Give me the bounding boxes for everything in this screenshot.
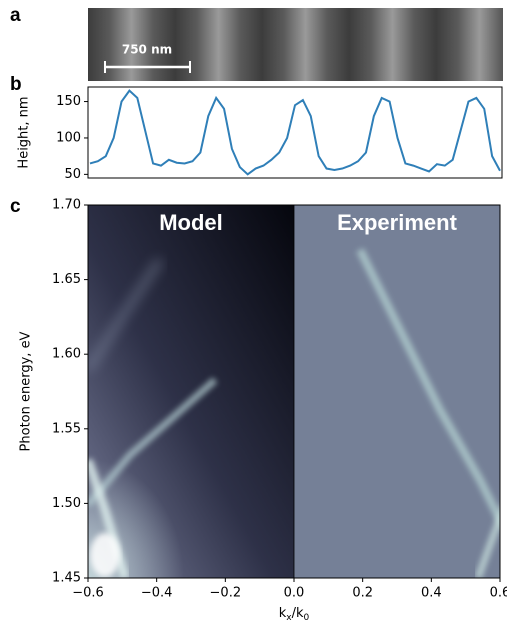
model-map	[88, 205, 294, 578]
x-tick-label: 0.0	[284, 586, 305, 601]
y-tick-label: 150	[56, 94, 81, 109]
x-label-part: k	[279, 606, 287, 621]
x-tick-label: −0.2	[210, 586, 242, 601]
experiment-map	[294, 205, 500, 578]
y-axis-label: Height, nm	[17, 96, 32, 168]
x-tick-label: 0.6	[490, 586, 507, 601]
x-tick-label: 0.2	[352, 586, 373, 601]
panel-label: c	[10, 196, 21, 217]
x-label-part: /k	[292, 606, 304, 621]
y-tick-label: 1.60	[52, 347, 81, 362]
y-tick-label: 1.50	[52, 496, 81, 511]
x-label-part: 0	[304, 613, 310, 623]
x-tick-label: 0.4	[421, 586, 442, 601]
x-axis-label: kx/k0	[279, 606, 310, 623]
panel-label: b	[10, 74, 22, 95]
x-label-part: x	[286, 613, 292, 623]
plot-frame	[87, 86, 503, 179]
scale-label: 750 nm	[122, 43, 172, 57]
y-tick-label: 1.65	[52, 272, 81, 287]
x-tick-label: −0.6	[72, 586, 104, 601]
y-tick-label: 1.55	[52, 421, 81, 436]
y-tick-label: 100	[56, 130, 81, 145]
panel-label: a	[10, 5, 21, 26]
line	[89, 89, 501, 176]
y-axis-label: Photon energy, eV	[19, 331, 34, 451]
x-tick-label: −0.4	[141, 586, 173, 601]
y-tick-label: 1.45	[52, 571, 81, 586]
panel-title: Experiment	[337, 210, 457, 235]
y-tick-label: 1.70	[52, 198, 81, 213]
y-tick-label: 50	[64, 167, 81, 182]
sem-image	[88, 8, 503, 81]
panel-title: Model	[159, 210, 223, 235]
